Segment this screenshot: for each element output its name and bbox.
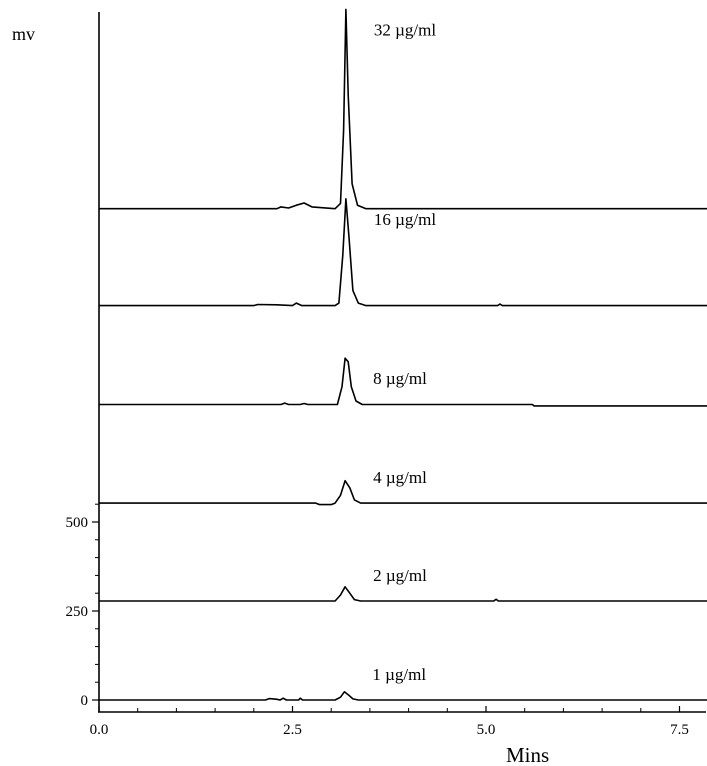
x-axis-title: Mins	[506, 743, 549, 766]
x-tick-label: 7.5	[670, 722, 689, 738]
trace-labels: 1 µg/ml 2 µg/ml 4 µg/ml 8 µg/ml 16 µg/ml 32 µ…	[372, 20, 436, 684]
trace-label-6: 32 µg/ml	[374, 20, 436, 39]
trace-line-1	[99, 691, 707, 701]
y-tick-label: 0	[81, 693, 89, 709]
x-tick-label: 5.0	[477, 722, 496, 738]
x-tick-label: 0.0	[90, 722, 109, 738]
trace-line-4	[99, 357, 707, 407]
trace-label-5: 16 µg/ml	[374, 210, 436, 229]
y-axis-title: mv	[12, 24, 35, 44]
trace-line-3	[99, 479, 707, 506]
y-tick-label: 250	[66, 604, 89, 620]
trace-label-2: 2 µg/ml	[373, 566, 427, 585]
trace-line-2	[99, 586, 707, 602]
y-tick-label: 500	[66, 515, 89, 531]
traces	[99, 8, 707, 701]
trace-line-6	[99, 8, 707, 210]
trace-label-3: 4 µg/ml	[373, 468, 427, 487]
trace-label-1: 1 µg/ml	[372, 665, 426, 684]
trace-line-5	[99, 198, 707, 307]
trace-label-4: 8 µg/ml	[373, 369, 427, 388]
x-tick-label: 2.5	[283, 722, 302, 738]
axes: 0.0 2.5 5.0 7.5 0 250 500	[66, 12, 706, 738]
